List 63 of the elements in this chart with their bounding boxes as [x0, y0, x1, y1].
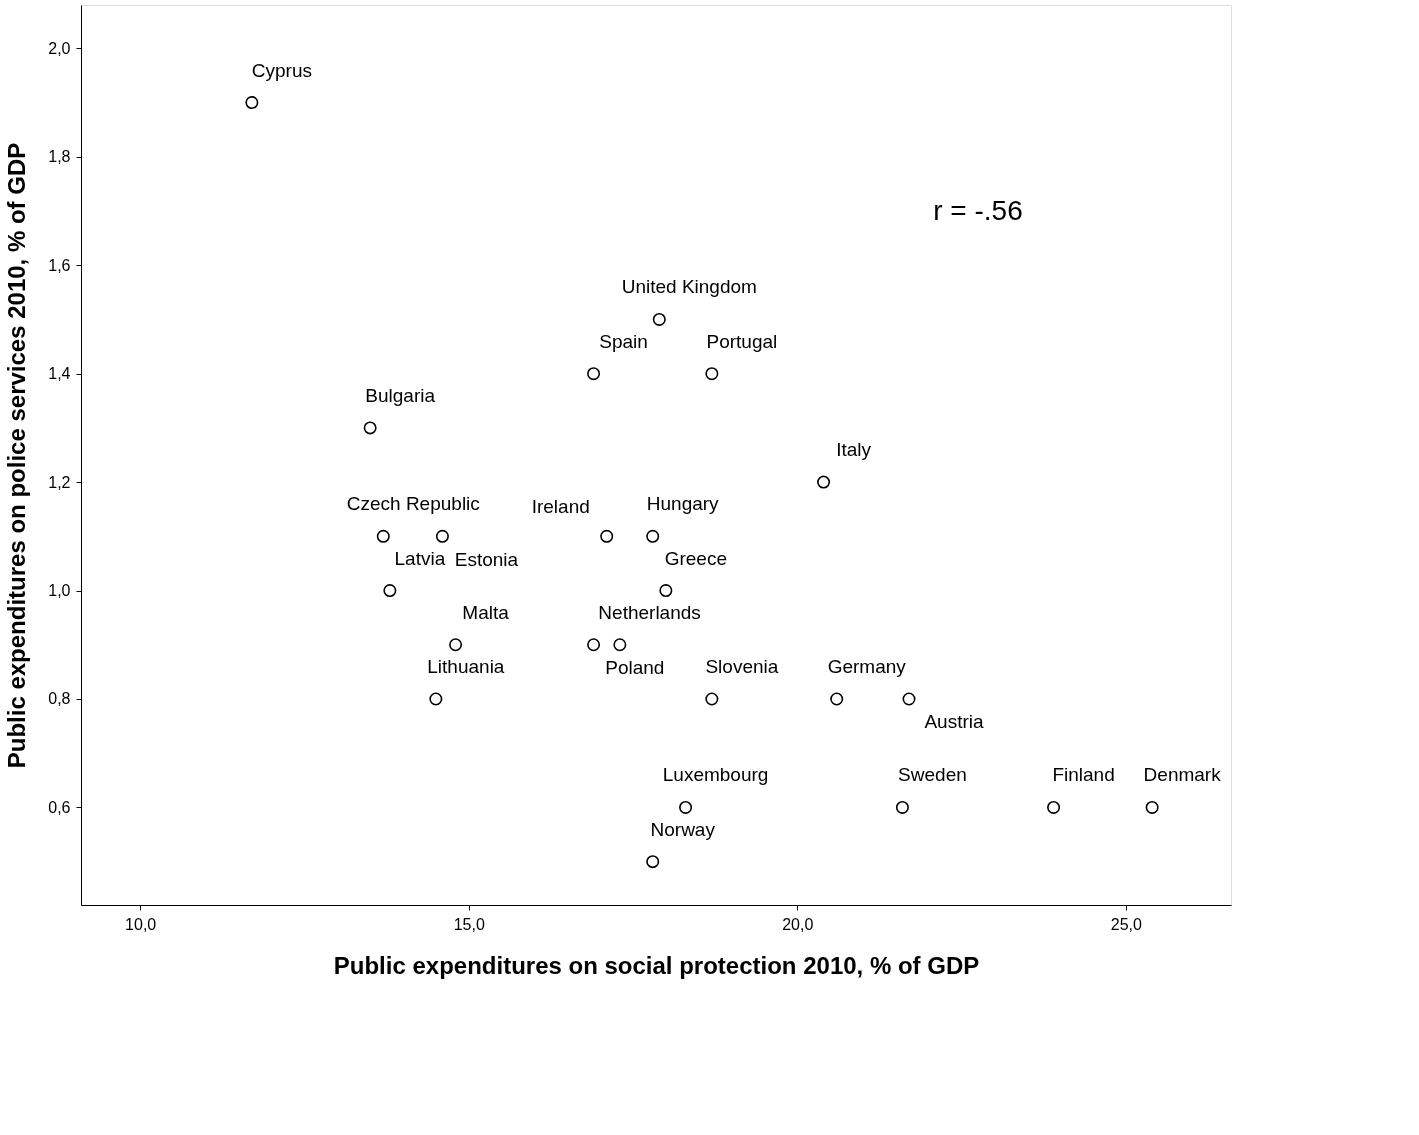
annotation: Poland	[605, 656, 665, 678]
x-tick-label: 25,0	[1110, 915, 1143, 933]
annotation: Norway	[650, 818, 716, 840]
annotation: Greece	[664, 547, 728, 569]
annotation: United Kingdom	[621, 276, 757, 298]
annotation: Ireland	[531, 496, 590, 518]
x-tick-label: 20,0	[782, 915, 814, 933]
annotation: Czech Republic	[346, 493, 480, 515]
annotation: Portugal	[706, 330, 778, 352]
x-tick-label: 10,0	[125, 915, 157, 933]
annotation: Slovenia	[705, 655, 779, 677]
point	[613, 638, 627, 652]
point	[429, 692, 443, 706]
annotation: Estonia	[454, 549, 519, 571]
annotation: Denmark	[1143, 764, 1222, 786]
annotation: Bulgaria	[365, 384, 436, 406]
annotation: Spain	[599, 330, 648, 352]
y-tick-label: 1,0	[48, 582, 71, 600]
point	[435, 529, 449, 543]
y-tick-label: 1,2	[48, 473, 71, 491]
annotation: Austria	[924, 710, 984, 732]
point	[705, 367, 719, 381]
point	[902, 692, 916, 706]
annotation: Hungary	[646, 493, 720, 515]
point	[363, 421, 377, 435]
point	[587, 367, 601, 381]
point	[646, 855, 660, 869]
point	[895, 800, 909, 814]
annotation: Lithuania	[427, 655, 505, 677]
point	[383, 584, 397, 598]
annotation: Netherlands	[598, 601, 701, 623]
y-axis-title: Public expenditures on police services 2010, % of GDP	[3, 142, 31, 769]
annotation: Latvia	[394, 547, 446, 569]
y-tick-label: 1,6	[48, 256, 71, 274]
point	[705, 692, 719, 706]
point	[652, 312, 666, 326]
y-tick-label: 1,8	[48, 148, 71, 166]
annotation: Germany	[827, 655, 907, 677]
annotation: Luxembourg	[662, 764, 769, 786]
point	[1145, 800, 1159, 814]
point	[245, 96, 259, 110]
point	[449, 638, 463, 652]
annotation: Finland	[1052, 764, 1115, 786]
x-tick-label: 15,0	[453, 915, 485, 933]
y-tick-label: 2,0	[48, 39, 71, 57]
point	[376, 529, 390, 543]
point	[646, 529, 660, 543]
point	[817, 475, 831, 489]
annotation: Cyprus	[251, 59, 312, 81]
annotation: Italy	[836, 439, 872, 461]
annotation: r = -.56	[933, 195, 1023, 226]
point	[830, 692, 844, 706]
y-tick-label: 0,8	[48, 690, 71, 708]
point	[659, 584, 673, 598]
point	[679, 800, 693, 814]
point	[587, 638, 601, 652]
y-tick-label: 1,4	[48, 365, 71, 383]
x-axis-title: Public expenditures on social protection 2010, % of GDP	[333, 951, 980, 979]
y-tick-label: 0,6	[48, 798, 71, 816]
point	[600, 529, 614, 543]
annotation: Malta	[462, 601, 510, 623]
point	[1047, 800, 1061, 814]
annotation: Sweden	[898, 764, 967, 786]
